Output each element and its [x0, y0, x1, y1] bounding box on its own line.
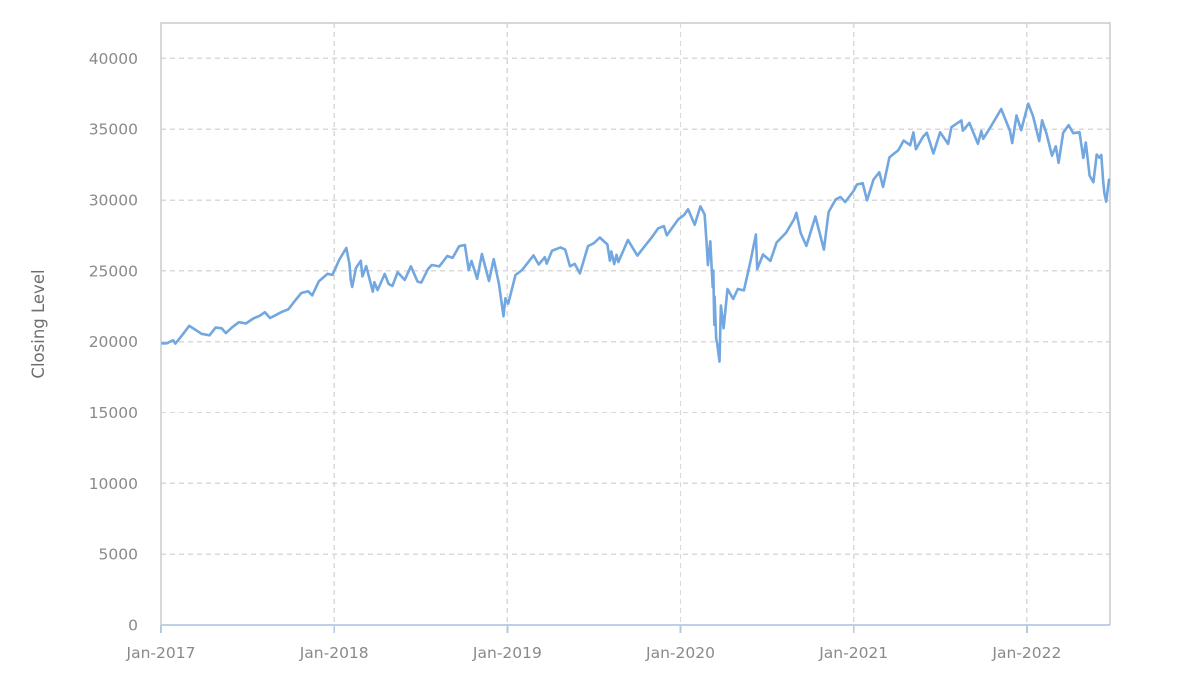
closing-level-line-series [161, 102, 1111, 363]
plot-area [161, 23, 1110, 625]
y-tick-label: 40000 [89, 50, 138, 68]
y-tick-label: 15000 [89, 404, 138, 422]
x-axis-ticks [160, 625, 1028, 633]
y-axis-tick-labels: 0 5000 10000 15000 20000 25000 30000 35000 40000 [89, 50, 138, 635]
x-tick-label: Jan-2019 [472, 644, 542, 662]
x-tick-label: Jan-2021 [818, 644, 888, 662]
y-axis-title: Closing Level [29, 269, 48, 378]
y-tick-label: 20000 [89, 333, 138, 351]
y-tick-label: 10000 [89, 475, 138, 493]
x-axis-tick-labels: Jan-2017 Jan-2018 Jan-2019 Jan-2020 Jan-2021… [126, 644, 1062, 662]
y-tick-label: 5000 [99, 546, 138, 564]
y-tick-label: 35000 [89, 121, 138, 139]
x-tick-label: Jan-2018 [299, 644, 369, 662]
x-tick-label: Jan-2022 [991, 644, 1061, 662]
x-tick-label: Jan-2020 [645, 644, 715, 662]
vertical-gridlines [333, 23, 1028, 625]
y-tick-label: 0 [128, 617, 138, 635]
y-tick-label: 25000 [89, 262, 138, 280]
x-tick-label: Jan-2017 [126, 644, 196, 662]
y-tick-label: 30000 [89, 192, 138, 210]
plot-border [160, 22, 1111, 625]
